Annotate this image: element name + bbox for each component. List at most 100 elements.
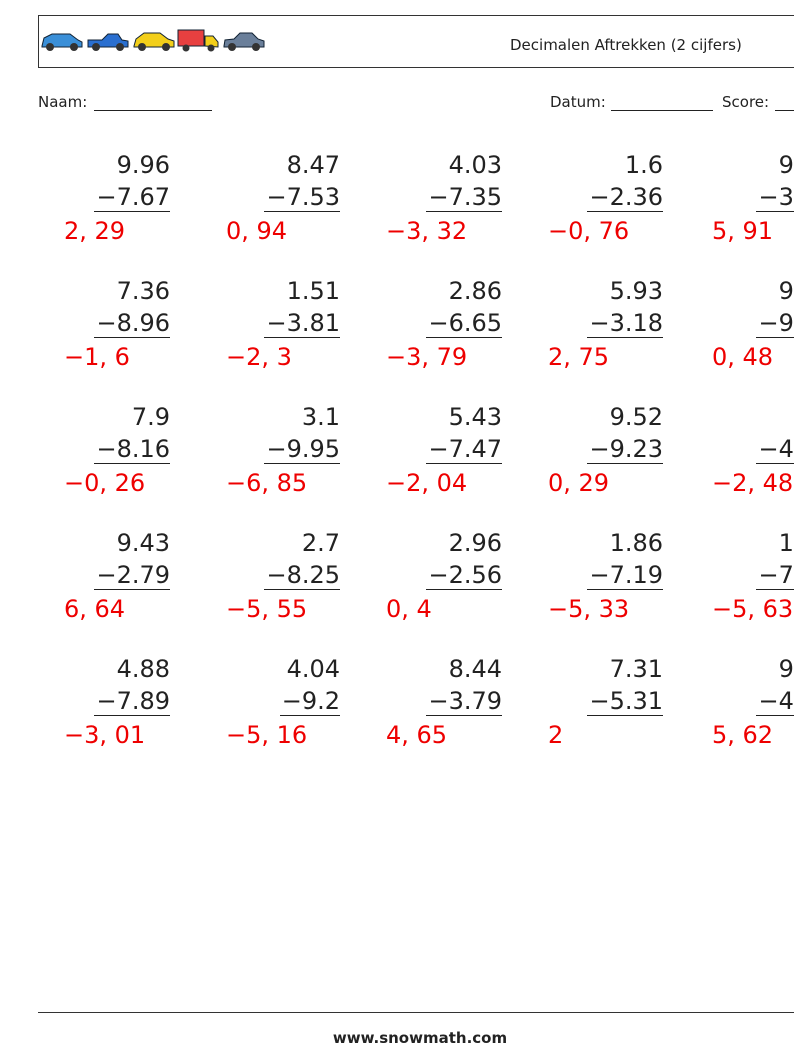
answer: −2, 3 — [226, 343, 292, 371]
answer: −5, 55 — [226, 595, 308, 623]
minuend: 2.7 — [301, 529, 340, 557]
minuend: 9.84 — [778, 655, 794, 683]
score-label: Score: — [722, 93, 770, 111]
subtrahend: −2.56 — [426, 561, 502, 590]
subtrahend-wrap: −2.56 — [426, 561, 502, 590]
answer: −5, 33 — [548, 595, 630, 623]
subtrahend: −3.81 — [264, 309, 340, 338]
subtrahend-wrap: −7.89 — [94, 687, 170, 716]
subtrahend: −8.96 — [94, 309, 170, 338]
answer: 0, 94 — [226, 217, 288, 245]
minuend: 9.52 — [609, 403, 663, 431]
subtrahend: −4.22 — [756, 687, 794, 716]
answer: 4, 65 — [386, 721, 448, 749]
subtrahend-wrap: −9.95 — [264, 435, 340, 464]
subtrahend: −7.47 — [426, 435, 502, 464]
subtrahend-wrap: −9.04 — [756, 309, 794, 338]
answer: −2, 48 — [712, 469, 794, 497]
subtrahend-wrap: −2.79 — [94, 561, 170, 590]
answer: 2, 75 — [548, 343, 610, 371]
minuend: 2.96 — [448, 529, 502, 557]
subtrahend-wrap: −7.53 — [264, 183, 340, 212]
minuend: 2.3 — [712, 403, 794, 431]
minuend: 9.43 — [116, 529, 170, 557]
subtrahend: −7.89 — [94, 687, 170, 716]
subtrahend-wrap: −3.73 — [756, 183, 794, 212]
subtrahend: −7.53 — [264, 183, 340, 212]
minuend: 4.03 — [448, 151, 502, 179]
minuend: 7.36 — [116, 277, 170, 305]
subtrahend-wrap: −7.19 — [756, 561, 794, 590]
minuend: 9.96 — [116, 151, 170, 179]
minuend: 4.04 — [286, 655, 340, 683]
answer: −5, 63 — [712, 595, 794, 623]
answer: 0, 29 — [548, 469, 610, 497]
subtrahend: −8.16 — [94, 435, 170, 464]
subtrahend: −9.2 — [279, 687, 340, 716]
subtrahend: −6.65 — [426, 309, 502, 338]
score-line — [775, 110, 794, 111]
header-box — [38, 15, 794, 68]
car — [223, 32, 265, 51]
name-label: Naam: — [38, 93, 88, 111]
car — [87, 33, 129, 51]
answer: −2, 04 — [386, 469, 468, 497]
answer: −6, 85 — [226, 469, 308, 497]
answer: 5, 62 — [712, 721, 774, 749]
minuend: 2.86 — [448, 277, 502, 305]
minuend: 1.56 — [778, 529, 794, 557]
subtrahend: −4.78 — [756, 435, 794, 464]
footer-line — [38, 1012, 794, 1013]
subtrahend-wrap: −9.23 — [587, 435, 663, 464]
minuend: 4.88 — [116, 655, 170, 683]
subtrahend: −7.35 — [426, 183, 502, 212]
answer: 2 — [548, 721, 564, 749]
answer: 0, 4 — [386, 595, 432, 623]
answer: 5, 91 — [712, 217, 774, 245]
minuend: 3.1 — [301, 403, 340, 431]
answer: −1, 6 — [64, 343, 130, 371]
minuend: 8.47 — [286, 151, 340, 179]
subtrahend: −3.79 — [426, 687, 502, 716]
title: Decimalen Aftrekken (2 cijfers) — [510, 36, 742, 54]
answer: −5, 16 — [226, 721, 308, 749]
answer: −0, 26 — [64, 469, 146, 497]
subtrahend-wrap: −3.79 — [426, 687, 502, 716]
answer: −3, 01 — [64, 721, 146, 749]
date-label: Datum: — [550, 93, 606, 111]
subtrahend-wrap: −3.81 — [264, 309, 340, 338]
subtrahend: −3.73 — [756, 183, 794, 212]
minuend: 8.44 — [448, 655, 502, 683]
minuend: 1.51 — [286, 277, 340, 305]
answer: −0, 76 — [548, 217, 630, 245]
subtrahend-wrap: −8.16 — [94, 435, 170, 464]
name-line — [94, 110, 212, 111]
minuend: 9.64 — [778, 151, 794, 179]
subtrahend: −9.95 — [264, 435, 340, 464]
subtrahend-wrap: −2.36 — [587, 183, 663, 212]
subtrahend-wrap: −7.19 — [587, 561, 663, 590]
subtrahend-wrap: −8.96 — [94, 309, 170, 338]
minuend: 5.43 — [448, 403, 502, 431]
subtrahend: −7.19 — [587, 561, 663, 590]
subtrahend: −9.04 — [756, 309, 794, 338]
answer: 0, 48 — [712, 343, 774, 371]
subtrahend-wrap: −5.31 — [587, 687, 663, 716]
answer: 2, 29 — [64, 217, 126, 245]
minuend: 1.6 — [624, 151, 663, 179]
truck — [177, 29, 219, 52]
minuend: 1.86 — [609, 529, 663, 557]
minuend: 7.31 — [609, 655, 663, 683]
subtrahend: −7.67 — [94, 183, 170, 212]
subtrahend-wrap: −3.18 — [587, 309, 663, 338]
footer-site: www.snowmath.com — [332, 1029, 508, 1047]
subtrahend-wrap: −8.25 — [264, 561, 340, 590]
subtrahend-wrap: −7.67 — [94, 183, 170, 212]
subtrahend: −2.79 — [94, 561, 170, 590]
subtrahend-wrap: −4.22 — [756, 687, 794, 716]
minuend: 9.52 — [778, 277, 794, 305]
subtrahend-wrap: −4.78 — [756, 435, 794, 464]
subtrahend: −2.36 — [587, 183, 663, 212]
answer: 6, 64 — [64, 595, 126, 623]
